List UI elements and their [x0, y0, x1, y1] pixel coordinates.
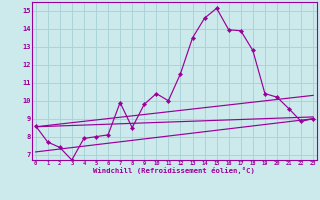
- X-axis label: Windchill (Refroidissement éolien,°C): Windchill (Refroidissement éolien,°C): [93, 168, 255, 174]
